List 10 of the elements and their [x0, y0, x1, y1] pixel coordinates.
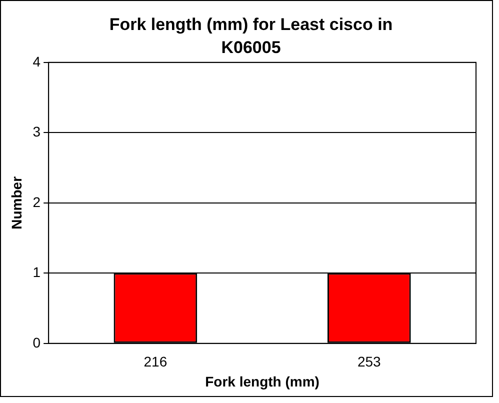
y-axis-title: Number: [8, 176, 24, 230]
y-tick-label: 4: [32, 53, 41, 70]
x-tick-label: 216: [144, 354, 168, 370]
y-tick-label: 2: [32, 194, 41, 210]
y-tick-label: 0: [32, 334, 41, 350]
y-tick-label: 3: [32, 124, 41, 140]
y-tick-label: 1: [32, 264, 41, 280]
chart-title: Fork length (mm) for Least cisco in K06005: [108, 14, 394, 59]
x-tick-label: 253: [357, 354, 382, 370]
x-axis-title: Fork length (mm): [205, 373, 320, 390]
